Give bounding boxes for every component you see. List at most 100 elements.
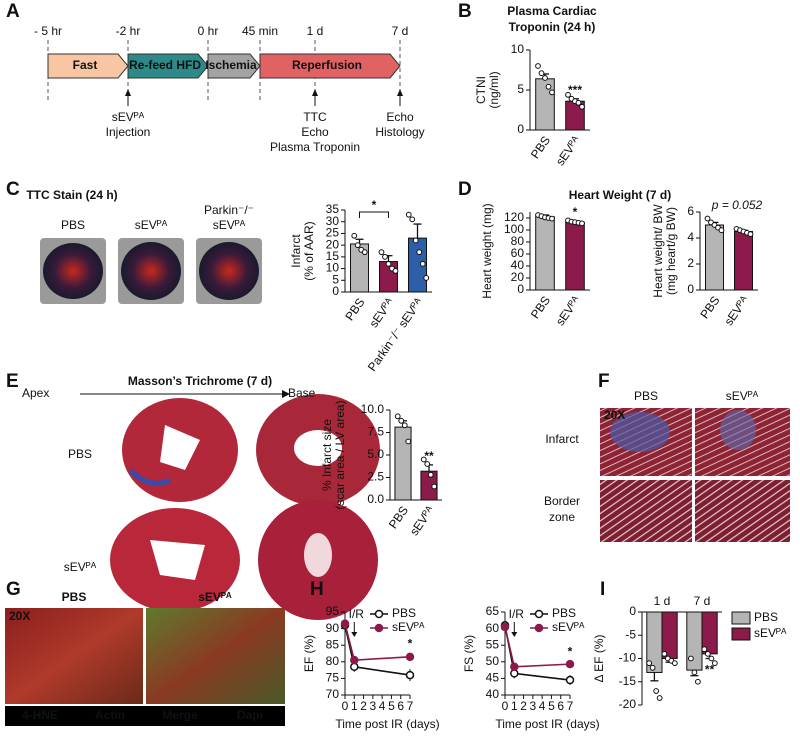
axis-end: Apex	[22, 386, 49, 400]
bar	[565, 221, 585, 291]
y-tick-label: 85	[326, 637, 340, 651]
panel-title: TTC Stain (24 h)	[26, 188, 117, 202]
annotation: I/R	[509, 607, 525, 621]
y-tick-label: 80	[511, 234, 525, 248]
y-tick-label: 75	[326, 671, 340, 685]
data-point	[340, 619, 350, 628]
data-point	[405, 670, 415, 680]
data-point	[510, 662, 519, 672]
magnification: 20X	[604, 408, 625, 422]
y-tick-label: 40	[486, 687, 500, 701]
data-point	[747, 231, 754, 238]
phase-label: Re-feed HFD	[129, 58, 201, 72]
data-point	[361, 249, 368, 256]
y-axis-label: (ng/ml)	[487, 71, 501, 108]
x-tick-label: 1 d	[654, 594, 671, 608]
phase-arrow	[259, 53, 401, 79]
data-point	[394, 413, 401, 420]
phase-label: Reperfusion	[292, 58, 362, 72]
x-axis-label: Time post IR (days)	[335, 717, 439, 731]
x-tick-label: sEVᴾᴬ	[553, 293, 583, 328]
y-tick-label: 60	[486, 621, 500, 635]
event-arrowhead	[397, 89, 403, 96]
annotation: I/R	[349, 607, 365, 621]
y-tick-label: -15	[619, 674, 637, 688]
x-tick-label: PBS	[342, 296, 367, 324]
panel-letter: B	[458, 1, 472, 22]
y-tick-label: 95	[326, 604, 340, 618]
significance: *	[573, 205, 578, 219]
data-point	[351, 232, 358, 239]
event-label: Histology	[375, 125, 424, 139]
data-point	[405, 652, 415, 662]
data-point	[378, 249, 385, 256]
legend-label: PBS	[754, 610, 778, 624]
y-axis-label: (mg heart/g BW)	[664, 207, 678, 295]
y-tick-label: 80	[326, 654, 340, 668]
x-tick-label: 5	[548, 699, 555, 713]
data-point	[419, 260, 426, 267]
data-point	[649, 664, 656, 671]
y-tick-label: 10	[511, 42, 525, 56]
data-point	[695, 678, 701, 685]
x-tick-label: 1	[511, 699, 518, 713]
x-tick-label: 6	[557, 699, 564, 713]
legend-swatch	[731, 611, 751, 625]
data-point	[354, 242, 361, 249]
stain-label: Dapi	[237, 708, 263, 722]
data-point	[392, 268, 399, 274]
y-tick-label: 2	[687, 256, 694, 270]
legend-label: PBS	[392, 606, 416, 620]
bracket	[359, 211, 389, 218]
y-tick-label: 120	[504, 210, 524, 224]
column-label: PBS	[62, 590, 87, 604]
panel-letter: G	[6, 579, 21, 600]
x-tick-label: sEVᴾᴬ	[553, 133, 583, 168]
histology-images	[600, 408, 790, 542]
event-label: Plasma Troponin	[270, 140, 360, 154]
x-tick-label: sEVᴾᴬ	[407, 503, 437, 538]
data-point	[688, 655, 694, 662]
phase-arrow	[127, 53, 209, 79]
y-tick-label: -5	[625, 627, 636, 641]
data-point	[382, 253, 388, 260]
data-point	[538, 70, 545, 77]
chart-title: Troponin (24 h)	[509, 20, 596, 34]
data-point	[565, 659, 575, 669]
y-tick-label: 45	[486, 671, 500, 685]
bar	[705, 224, 724, 291]
event-label: sEVᴾᴬ	[112, 110, 145, 124]
masson-images	[110, 394, 380, 620]
fluorescence-images	[5, 608, 285, 726]
data-point	[409, 216, 416, 223]
y-tick-label: 40	[511, 258, 525, 272]
column-label: sEVᴾᴬ	[726, 389, 759, 403]
image-label: Parkin⁻/⁻	[204, 203, 254, 217]
data-point	[431, 483, 438, 490]
data-point	[420, 456, 427, 463]
x-tick-label: 1	[351, 699, 358, 713]
significance: ***	[568, 83, 582, 97]
time-label: 45 min	[242, 24, 278, 38]
legend-marker	[534, 609, 544, 619]
y-tick-label: 0	[687, 282, 694, 296]
row-label: zone	[549, 510, 575, 524]
y-tick-label: 70	[326, 687, 340, 701]
y-axis-label: (scar area / LV area)	[333, 400, 347, 509]
y-tick-label: 5	[517, 82, 524, 96]
chart-title: Heart Weight (7 d)	[569, 188, 671, 202]
y-tick-label: 65	[486, 604, 500, 618]
event-label: TTC	[303, 110, 327, 124]
row-label: PBS	[68, 447, 92, 461]
y-tick-label: 2.5	[367, 470, 384, 484]
data-point	[565, 91, 571, 98]
data-point	[424, 461, 431, 467]
y-tick-label: 5	[332, 272, 339, 286]
data-point	[653, 688, 660, 694]
phase-arrow	[207, 53, 261, 79]
data-point	[646, 660, 653, 667]
x-tick-label: PBS	[697, 294, 722, 322]
y-tick-label: 90	[326, 621, 340, 635]
data-point	[575, 99, 582, 106]
